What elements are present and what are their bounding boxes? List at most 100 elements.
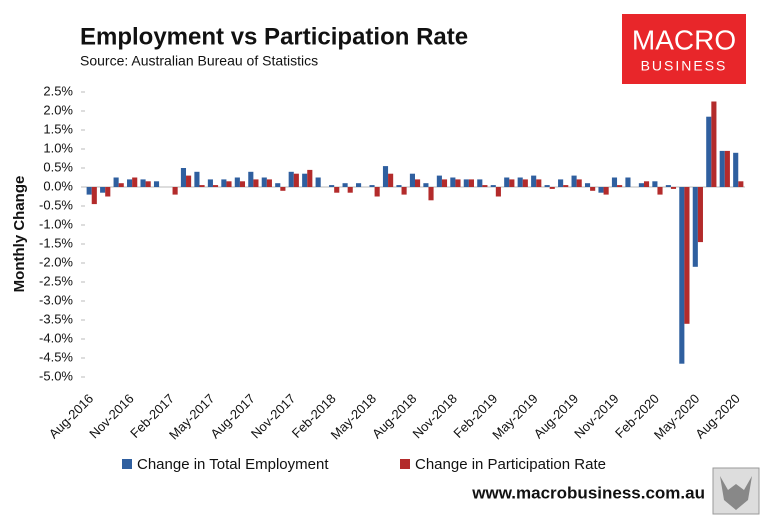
bar <box>415 179 421 187</box>
legend-label: Change in Total Employment <box>137 456 329 473</box>
bar <box>522 179 528 187</box>
bar <box>692 187 698 267</box>
bar <box>180 168 187 187</box>
chart-title: Employment vs Participation Rate <box>80 23 468 50</box>
bar <box>490 185 496 187</box>
bar <box>307 169 313 187</box>
y-tick-label: -3.5% <box>39 311 73 326</box>
bar <box>428 187 434 201</box>
legend-swatch <box>400 459 410 469</box>
y-tick-label: 1.5% <box>43 121 73 136</box>
bar <box>436 175 442 187</box>
bar <box>280 187 286 191</box>
bar <box>118 183 124 187</box>
x-tick-label: Nov-2019 <box>571 391 621 441</box>
chart-subtitle: Source: Australian Bureau of Statistics <box>80 53 318 69</box>
y-tick-label: 2.0% <box>43 102 73 117</box>
logo-box <box>622 14 746 84</box>
bar <box>199 185 205 187</box>
y-tick-label: -2.0% <box>39 254 73 269</box>
bar <box>576 179 582 187</box>
bar <box>388 173 394 187</box>
bar <box>347 187 353 193</box>
bar <box>172 187 178 195</box>
bar <box>140 179 146 187</box>
bar <box>598 187 604 193</box>
bar <box>670 187 677 189</box>
y-axis-label: Monthly Change <box>11 176 28 293</box>
bar <box>733 152 739 187</box>
bar <box>186 175 192 187</box>
bar <box>253 179 259 187</box>
bar <box>248 171 254 187</box>
bar <box>531 175 537 187</box>
bar <box>665 185 671 187</box>
bar <box>302 173 308 187</box>
y-tick-label: -2.5% <box>39 273 73 288</box>
x-tick-label: Nov-2016 <box>86 391 136 441</box>
bar <box>625 177 631 187</box>
x-tick-label: Nov-2018 <box>409 391 459 441</box>
bar <box>334 187 340 193</box>
bar <box>356 183 362 187</box>
bar <box>509 179 515 187</box>
bar <box>590 187 596 191</box>
bar <box>517 177 523 187</box>
bar <box>463 179 469 187</box>
bar <box>315 177 321 187</box>
y-tick-label: 2.5% <box>43 83 73 98</box>
bar <box>536 179 542 187</box>
bar <box>239 181 246 187</box>
y-tick-label: -3.0% <box>39 292 73 307</box>
bar <box>91 187 97 205</box>
y-tick-label: 0.5% <box>43 159 73 174</box>
legend-swatch <box>122 459 132 469</box>
bar <box>100 187 106 193</box>
bar <box>194 171 200 187</box>
y-tick-label: -5.0% <box>39 368 73 383</box>
y-tick-label: -1.5% <box>39 235 73 250</box>
bar <box>638 183 644 187</box>
logo-bottom: BUSINESS <box>641 58 728 74</box>
bar <box>293 173 299 187</box>
bar <box>617 185 623 187</box>
y-tick-label: 1.0% <box>43 140 73 155</box>
bar <box>342 183 348 187</box>
bar <box>396 185 402 187</box>
bar <box>153 181 160 187</box>
bar <box>369 185 375 187</box>
bar <box>127 179 133 187</box>
bar <box>504 177 510 187</box>
bar <box>441 179 448 187</box>
bar <box>221 179 227 187</box>
bar <box>652 181 658 187</box>
bar <box>544 185 550 187</box>
bar <box>374 187 380 197</box>
bar <box>226 181 232 187</box>
x-tick-label: Nov-2017 <box>248 391 298 441</box>
bar <box>409 173 415 187</box>
bar <box>684 187 690 324</box>
bar <box>477 179 483 187</box>
bar <box>549 187 555 189</box>
website: www.macrobusiness.com.au <box>471 483 705 502</box>
bar <box>86 187 92 195</box>
wolf-icon-shape <box>720 476 752 510</box>
bar <box>455 179 461 187</box>
bar <box>288 171 294 187</box>
bar <box>113 177 119 187</box>
bar <box>482 185 488 187</box>
bar <box>329 185 335 187</box>
bar <box>207 179 213 187</box>
bar <box>719 150 725 187</box>
bar <box>611 177 618 187</box>
y-tick-label: -4.5% <box>39 349 73 364</box>
x-tick-label: Aug-2020 <box>692 391 742 441</box>
legend-label: Change in Participation Rate <box>415 456 606 473</box>
bar <box>234 177 240 187</box>
bar <box>468 179 474 187</box>
bar <box>212 185 219 187</box>
bar <box>401 187 407 195</box>
bar <box>603 187 609 195</box>
